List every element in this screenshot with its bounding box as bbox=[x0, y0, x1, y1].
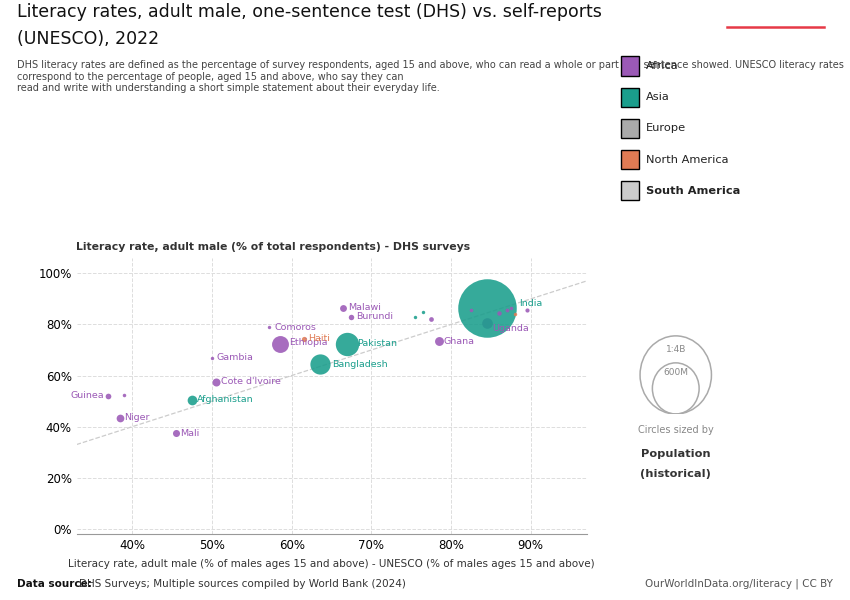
Point bbox=[205, 353, 218, 362]
Text: India: India bbox=[518, 299, 542, 308]
Text: Haiti: Haiti bbox=[309, 334, 331, 343]
Text: in Data: in Data bbox=[756, 31, 796, 41]
Point bbox=[344, 312, 358, 322]
Text: Uganda: Uganda bbox=[491, 324, 529, 333]
Point bbox=[273, 339, 286, 349]
Point bbox=[297, 334, 310, 343]
Point bbox=[263, 322, 276, 332]
Text: OurWorldInData.org/literacy | CC BY: OurWorldInData.org/literacy | CC BY bbox=[645, 578, 833, 589]
Point bbox=[114, 413, 128, 422]
Text: Cote d'Ivoire: Cote d'Ivoire bbox=[221, 377, 280, 386]
Point bbox=[341, 339, 354, 349]
Point bbox=[313, 359, 326, 369]
Point bbox=[480, 319, 494, 328]
Text: DHS literacy rates are defined as the percentage of survey respondents, aged 15 : DHS literacy rates are defined as the pe… bbox=[17, 60, 844, 93]
Point bbox=[102, 391, 116, 401]
Point bbox=[408, 312, 422, 322]
Text: Asia: Asia bbox=[646, 92, 670, 102]
Point bbox=[520, 305, 534, 315]
Point bbox=[416, 307, 430, 316]
Text: Circles sized by: Circles sized by bbox=[638, 425, 714, 435]
Point bbox=[508, 310, 522, 319]
Text: (historical): (historical) bbox=[640, 469, 711, 479]
Point bbox=[480, 303, 494, 313]
Text: (UNESCO), 2022: (UNESCO), 2022 bbox=[17, 30, 159, 48]
Point bbox=[209, 377, 223, 387]
Point bbox=[464, 305, 478, 315]
Text: Ethiopia: Ethiopia bbox=[289, 338, 328, 347]
Text: Ghana: Ghana bbox=[444, 337, 475, 346]
Point bbox=[433, 336, 446, 346]
Text: Literacy rate, adult male (% of total respondents) - DHS surveys: Literacy rate, adult male (% of total re… bbox=[76, 242, 471, 252]
Point bbox=[504, 303, 518, 313]
Point bbox=[117, 390, 131, 400]
Text: Comoros: Comoros bbox=[274, 323, 316, 331]
Text: Gambia: Gambia bbox=[217, 353, 253, 362]
Text: Niger: Niger bbox=[124, 413, 150, 422]
Text: 600M: 600M bbox=[663, 368, 688, 377]
Point bbox=[424, 314, 438, 324]
Text: Our World: Our World bbox=[747, 13, 804, 23]
Text: Afghanistan: Afghanistan bbox=[197, 395, 253, 404]
Point bbox=[337, 303, 350, 313]
Text: Bangladesh: Bangladesh bbox=[332, 359, 388, 368]
Text: Literacy rates, adult male, one-sentence test (DHS) vs. self-reports: Literacy rates, adult male, one-sentence… bbox=[17, 3, 602, 21]
Text: Europe: Europe bbox=[646, 124, 686, 133]
Text: Burundi: Burundi bbox=[356, 312, 394, 321]
Text: Population: Population bbox=[641, 449, 711, 459]
X-axis label: Literacy rate, adult male (% of males ages 15 and above) - UNESCO (% of males ag: Literacy rate, adult male (% of males ag… bbox=[68, 559, 595, 569]
Text: South America: South America bbox=[646, 186, 740, 196]
Text: Data source:: Data source: bbox=[17, 579, 95, 589]
Text: Guinea: Guinea bbox=[71, 391, 105, 401]
Text: 1:4B: 1:4B bbox=[666, 345, 686, 354]
Text: DHS Surveys; Multiple sources compiled by World Bank (2024): DHS Surveys; Multiple sources compiled b… bbox=[79, 579, 406, 589]
Point bbox=[500, 305, 513, 315]
Point bbox=[492, 308, 506, 318]
Text: Malawi: Malawi bbox=[348, 304, 381, 313]
Point bbox=[169, 428, 183, 438]
Text: Mali: Mali bbox=[180, 428, 200, 437]
Text: North America: North America bbox=[646, 155, 728, 164]
Text: Africa: Africa bbox=[646, 61, 678, 71]
Text: Pakistan: Pakistan bbox=[357, 339, 397, 348]
Point bbox=[185, 395, 199, 404]
